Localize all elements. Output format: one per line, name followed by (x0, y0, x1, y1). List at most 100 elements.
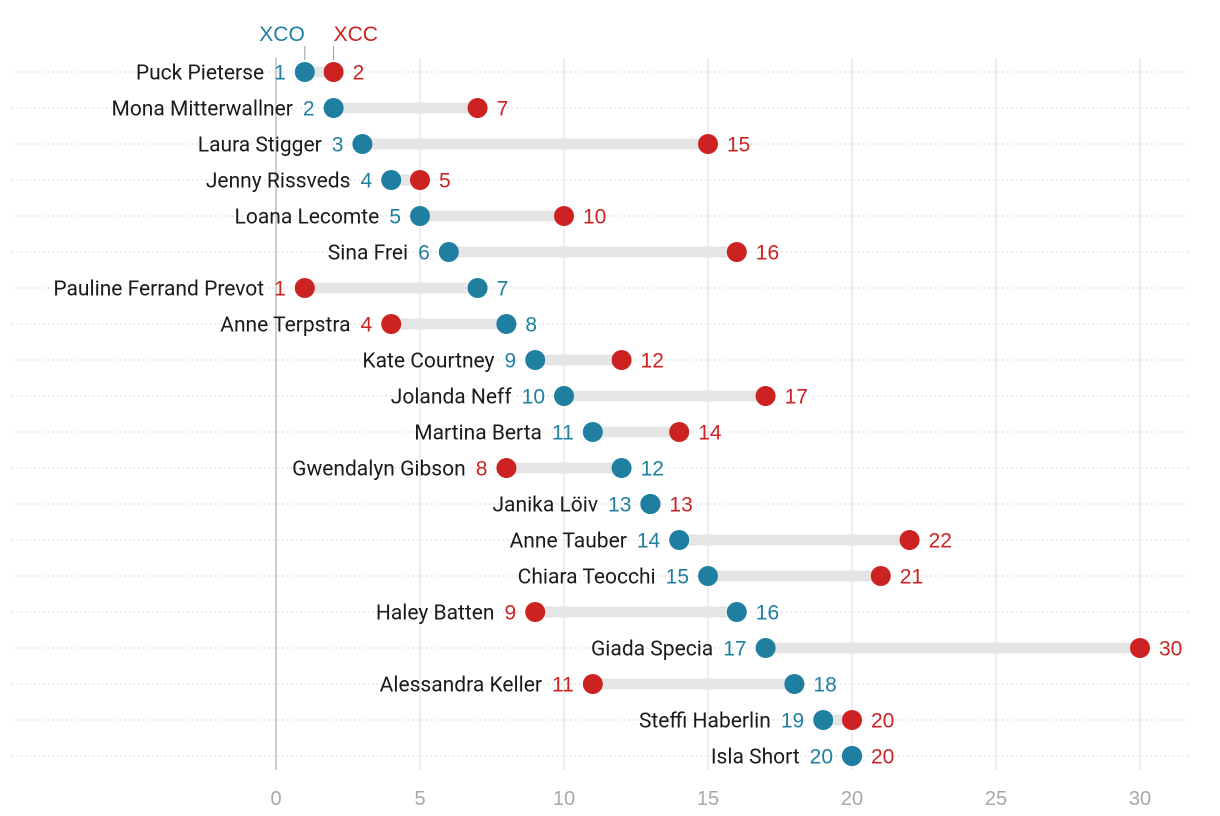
value-label-high: 5 (439, 170, 451, 193)
value-label-high: 10 (583, 206, 606, 229)
value-label-high: 20 (871, 710, 894, 733)
x-tick-label-25: 25 (985, 788, 1007, 810)
x-tick-label-10: 10 (553, 788, 575, 810)
xcc-point (899, 530, 920, 550)
xco-point (726, 602, 747, 622)
value-label-low: 11 (552, 422, 574, 445)
rider-name-label: Chiara Teocchi (518, 566, 656, 590)
grid-layer (275, 58, 1141, 770)
xcc-point (870, 566, 891, 586)
row: 10 17 Jolanda Neff (12, 386, 1188, 410)
row: 4 5 Jenny Rissveds (12, 170, 1188, 194)
rider-name-label: Anne Terpstra (220, 314, 350, 338)
value-label-low: 1 (274, 62, 286, 85)
value-label-low: 5 (389, 206, 401, 229)
rider-name-label: Haley Batten (376, 602, 495, 626)
xco-point (698, 566, 718, 586)
value-label-high: 16 (756, 242, 779, 265)
xcc-point (842, 746, 862, 766)
value-label-high: 8 (525, 314, 537, 337)
value-label-high: 2 (353, 62, 365, 85)
value-label-low: 13 (608, 494, 631, 517)
value-label-high: 7 (497, 98, 509, 121)
xco-point (410, 206, 430, 226)
rider-name-label: Steffi Haberlin (639, 710, 771, 734)
x-tick-label-5: 5 (414, 788, 425, 810)
value-label-low: 14 (637, 530, 661, 553)
xco-point (323, 98, 344, 118)
value-label-low: 6 (418, 242, 430, 265)
xco-point (582, 422, 603, 442)
rider-name-label: Jolanda Neff (391, 386, 513, 410)
row: 4 8 Anne Terpstra (12, 314, 1188, 338)
xcc-point (496, 458, 517, 478)
value-label-low: 4 (361, 314, 373, 337)
xcc-point (669, 422, 690, 442)
rider-name-label: Puck Pieterse (136, 62, 264, 86)
row: 2 7 Mona Mitterwallner (12, 98, 1188, 122)
xcc-point (410, 170, 430, 190)
rider-name-label: Laura Stigger (198, 134, 322, 158)
xco-point (352, 134, 373, 154)
value-label-high: 17 (785, 386, 808, 409)
value-label-low: 11 (552, 674, 574, 697)
row: 14 22 Anne Tauber (12, 530, 1188, 554)
xcc-point (842, 710, 862, 730)
value-label-high: 16 (756, 602, 779, 625)
rider-name-label: Kate Courtney (362, 350, 494, 374)
xcc-point (1130, 638, 1150, 658)
value-label-high: 20 (871, 746, 894, 769)
xco-point (294, 62, 315, 82)
value-label-low: 9 (505, 350, 517, 373)
xco-point (381, 170, 402, 190)
row: 17 30 Giada Specia (12, 638, 1188, 662)
x-axis: 0 5 10 15 20 25 30 (270, 788, 1151, 810)
value-label-low: 15 (666, 566, 689, 589)
row: 3 15 Laura Stigger (12, 134, 1188, 158)
rider-name-label: Giada Specia (591, 638, 713, 662)
row: 1 7 Pauline Ferrand Prevot (12, 278, 1188, 302)
legend: XCO XCC (259, 23, 378, 60)
xcc-point (582, 674, 603, 694)
rider-name-label: Anne Tauber (510, 530, 627, 554)
xco-point (496, 314, 517, 334)
value-label-high: 12 (641, 350, 664, 373)
row: 11 14 Martina Berta (12, 422, 1188, 446)
x-tick-label-20: 20 (841, 788, 863, 810)
xcc-point (611, 350, 632, 370)
xcc-point (640, 494, 661, 514)
row: 5 10 Loana Lecomte (12, 206, 1188, 230)
rider-name-label: Loana Lecomte (235, 206, 380, 230)
value-label-low: 4 (361, 170, 373, 193)
rider-name-label: Gwendalyn Gibson (292, 458, 466, 482)
row: 8 12 Gwendalyn Gibson (12, 458, 1188, 482)
row: 9 16 Haley Batten (12, 602, 1188, 626)
value-label-low: 20 (810, 746, 833, 769)
rider-name-label: Pauline Ferrand Prevot (53, 278, 264, 302)
xcc-point (525, 602, 546, 622)
value-label-low: 8 (476, 458, 488, 481)
xco-point (755, 638, 776, 658)
row: 1 2 Puck Pieterse (12, 62, 1188, 86)
row: 20 20 Isla Short (12, 746, 1188, 770)
xco-point (669, 530, 690, 550)
xco-point (438, 242, 459, 262)
value-label-high: 14 (698, 422, 722, 445)
legend-label-xcc: XCC (334, 23, 378, 46)
xcc-point (554, 206, 574, 226)
xcc-point (698, 134, 718, 154)
row: 15 21 Chiara Teocchi (12, 566, 1188, 590)
xco-point (784, 674, 805, 694)
value-label-low: 3 (332, 134, 344, 157)
value-label-high: 12 (641, 458, 664, 481)
rider-name-label: Isla Short (711, 746, 800, 770)
row: 19 20 Steffi Haberlin (12, 710, 1188, 734)
value-label-low: 17 (723, 638, 746, 661)
value-label-high: 13 (669, 494, 692, 517)
rider-name-label: Mona Mitterwallner (111, 98, 292, 122)
value-label-high: 18 (813, 674, 836, 697)
xcc-point (323, 62, 344, 82)
value-label-high: 15 (727, 134, 750, 157)
